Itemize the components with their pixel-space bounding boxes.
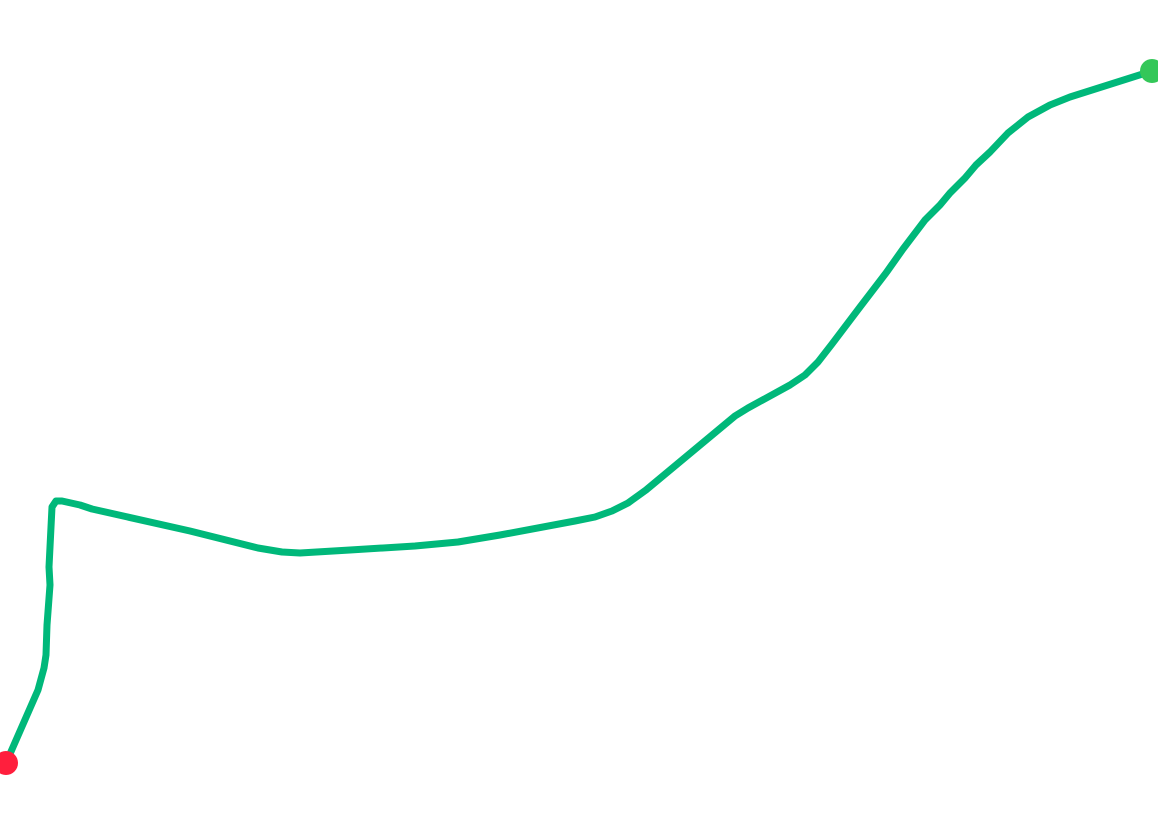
start-marker[interactable] bbox=[0, 751, 18, 775]
end-marker[interactable] bbox=[1140, 59, 1158, 83]
route-line bbox=[2, 67, 1156, 767]
